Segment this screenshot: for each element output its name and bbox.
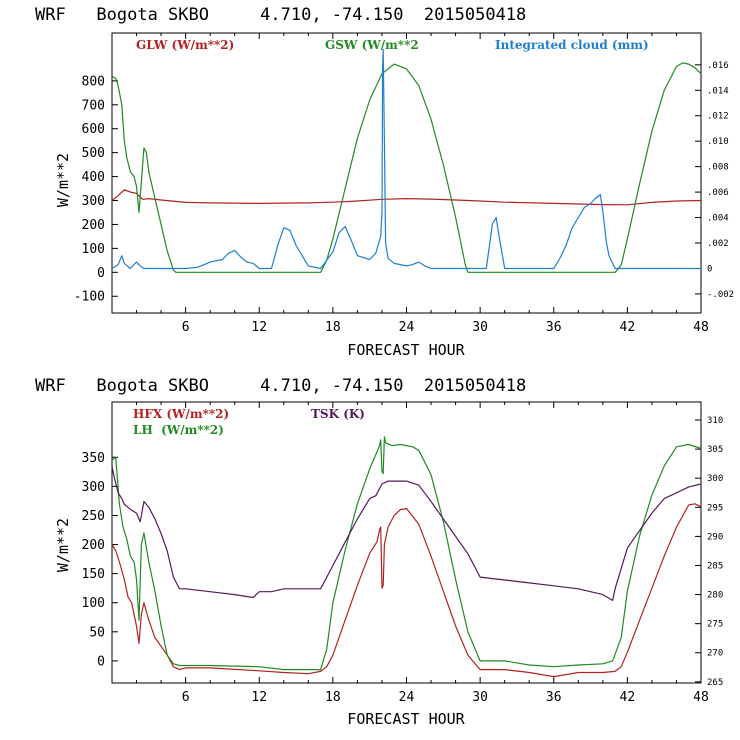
chart-1-y2tick-label-1: 0 [707, 264, 712, 274]
chart-2-series-2-line [111, 466, 702, 602]
chart-1-xlabel: FORECAST HOUR [347, 341, 465, 359]
chart-1-ytick-label-100: 100 [82, 242, 105, 257]
chart-2-ytick-label-350: 350 [82, 451, 105, 466]
chart-2-y2tick-label-8: 305 [707, 445, 723, 455]
chart-2-ytick-label-50: 50 [89, 625, 105, 640]
chart-2-xlabel: FORECAST HOUR [347, 710, 465, 728]
chart-2-series-0-line [111, 503, 702, 678]
chart-2-y2tick-label-0: 265 [707, 678, 723, 688]
chart-1-y2tick-label-2: .002 [707, 239, 729, 249]
chart-2-y2tick-label-6: 295 [707, 503, 723, 513]
chart-2-ytick-label-100: 100 [82, 596, 105, 611]
chart-2-legend-lh: LH (W/m**2) [133, 423, 224, 437]
chart-2-xtick-label-36: 36 [546, 690, 562, 705]
chart-2-ytick-label-200: 200 [82, 538, 105, 553]
chart-1-y2tick-label-5: .008 [707, 163, 729, 173]
chart-1-legend-gsw: GSW (W/m**2 [325, 38, 419, 52]
chart-1-ytick-label-500: 500 [82, 146, 105, 161]
chart-1-y2tick-label-0: -.002 [707, 290, 734, 300]
chart-1-ylabel: W/m**2 [54, 153, 72, 207]
chart-1-xtick-label-30: 30 [472, 320, 488, 335]
chart-2-y2tick-label-2: 275 [707, 620, 723, 630]
chart-1-y2tick-label-4: .006 [707, 188, 729, 198]
chart-1-legend-glw: GLW (W/m**2) [136, 38, 234, 52]
chart-1: WRF Bogota SKBO 4.710, -74.150 201505041… [35, 5, 734, 359]
chart-1-ytick-label-700: 700 [82, 98, 105, 113]
chart-2-title: WRF Bogota SKBO 4.710, -74.150 201505041… [35, 376, 526, 396]
chart-1-xtick-label-24: 24 [399, 320, 415, 335]
chart-1-xtick-label-12: 12 [251, 320, 267, 335]
chart-1-ticks: 6 12 18 24 30 36 42 48 -100 0 100 200 300 400 500 600 70… [74, 33, 734, 335]
chart-2-xtick-label-12: 12 [251, 690, 267, 705]
chart-1-title: WRF Bogota SKBO 4.710, -74.150 201505041… [35, 5, 526, 25]
chart-1-xtick-label-18: 18 [325, 320, 341, 335]
chart-2-ylabel: W/m**2 [54, 518, 72, 572]
chart-1-ytick-label-800: 800 [82, 74, 105, 89]
chart-2-ticks: 6 12 18 24 30 36 42 48 0 50 100 150 200 250 300 350 265 2… [82, 402, 723, 705]
chart-2-ytick-label-250: 250 [82, 509, 105, 524]
chart-1-ytick-label-0: 0 [97, 266, 105, 281]
chart-2-ytick-label-300: 300 [82, 480, 105, 495]
chart-1-ytick-label-600: 600 [82, 122, 105, 137]
chart-1-xtick-label-36: 36 [546, 320, 562, 335]
chart-1-ytick-label-300: 300 [82, 194, 105, 209]
chart-2-xtick-label-18: 18 [325, 690, 341, 705]
chart-2: WRF Bogota SKBO 4.710, -74.150 201505041… [35, 376, 723, 728]
chart-2-series-1-line [111, 436, 702, 671]
chart-2-legend-hfx: HFX (W/m**2) [133, 407, 229, 421]
chart-1-y2tick-label-8: .014 [707, 86, 729, 96]
chart-2-y2tick-label-4: 285 [707, 561, 723, 571]
chart-2-xtick-label-30: 30 [472, 690, 488, 705]
chart-1-xtick-label-6: 6 [182, 320, 190, 335]
chart-1-y2tick-label-9: .016 [707, 61, 729, 71]
chart-2-y2tick-label-9: 310 [707, 416, 723, 426]
chart-2-xtick-label-6: 6 [182, 690, 190, 705]
chart-2-y2tick-label-3: 280 [707, 591, 723, 601]
chart-2-ytick-label-0: 0 [97, 654, 105, 669]
chart-2-y2tick-label-5: 290 [707, 532, 723, 542]
chart-1-ytick-label-200: 200 [82, 218, 105, 233]
chart-2-y2tick-label-1: 270 [707, 649, 723, 659]
chart-2-xtick-label-42: 42 [620, 690, 636, 705]
chart-1-series-2-line [111, 48, 701, 270]
chart-1-legend-cloud: Integrated cloud (mm) [495, 38, 649, 52]
chart-2-ytick-label-150: 150 [82, 567, 105, 582]
chart-1-series [111, 48, 702, 273]
chart-1-ytick-label--100: -100 [74, 290, 105, 305]
chart-1-ytick-label-400: 400 [82, 170, 105, 185]
chart-1-xtick-label-42: 42 [620, 320, 636, 335]
chart-2-y2tick-label-7: 300 [707, 474, 723, 484]
chart-1-y2tick-label-7: .012 [707, 112, 729, 122]
chart-2-series [111, 436, 702, 678]
chart-1-xtick-label-48: 48 [693, 320, 709, 335]
chart-1-y2tick-label-3: .004 [707, 214, 729, 224]
chart-1-series-1-line [111, 62, 702, 273]
chart-1-y2tick-label-6: .010 [707, 137, 729, 147]
chart-2-xtick-label-24: 24 [399, 690, 415, 705]
chart-2-xtick-label-48: 48 [693, 690, 709, 705]
chart-2-legend-tsk: TSK (K) [311, 407, 365, 421]
